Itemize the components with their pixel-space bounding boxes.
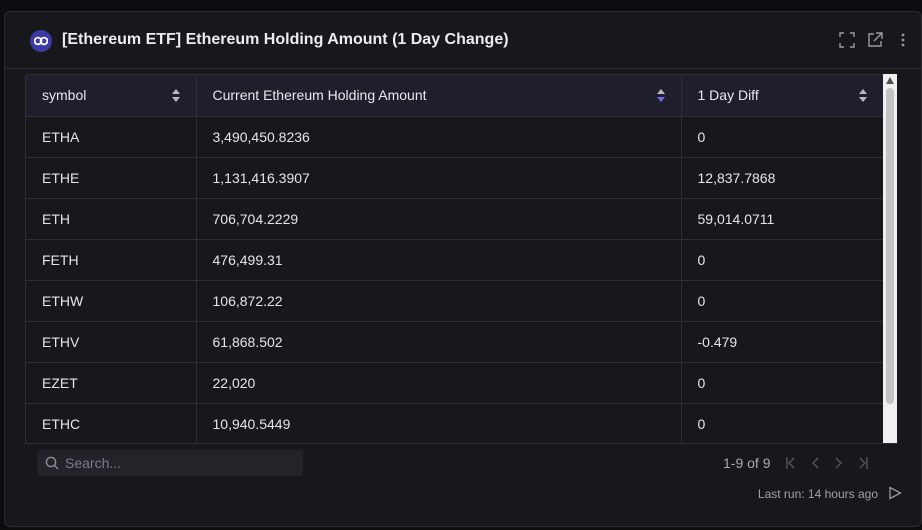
search-input[interactable] bbox=[65, 455, 285, 471]
cell-holding-amount: 10,940.5449 bbox=[196, 403, 682, 445]
table-header-row: symbol Current Ethereum Holding Amount 1… bbox=[26, 75, 883, 117]
table-row: ETH 706,704.2229 59,014.0711 bbox=[26, 198, 883, 240]
table-row: ETHA 3,490,450.8236 0 bbox=[26, 116, 883, 158]
run-play-icon[interactable] bbox=[888, 486, 902, 500]
cell-day-diff: 59,014.0711 bbox=[681, 198, 883, 240]
last-page-icon[interactable] bbox=[857, 455, 869, 471]
open-external-icon[interactable] bbox=[867, 30, 883, 50]
search-box[interactable] bbox=[37, 450, 303, 476]
table-row: ETHE 1,131,416.3907 12,837.7868 bbox=[26, 157, 883, 199]
panel-title: [Ethereum ETF] Ethereum Holding Amount (… bbox=[62, 31, 509, 48]
column-header-label: symbol bbox=[42, 87, 87, 104]
cell-symbol: ETHE bbox=[26, 157, 197, 199]
app-logo-icon bbox=[30, 30, 52, 52]
cell-day-diff: 0 bbox=[681, 362, 883, 404]
cell-day-diff: 0 bbox=[681, 116, 883, 158]
next-page-icon[interactable] bbox=[833, 455, 845, 471]
table-row: FETH 476,499.31 0 bbox=[26, 239, 883, 281]
first-page-icon[interactable] bbox=[785, 455, 797, 471]
cell-holding-amount: 706,704.2229 bbox=[196, 198, 682, 240]
cell-holding-amount: 3,490,450.8236 bbox=[196, 116, 682, 158]
cell-holding-amount: 22,020 bbox=[196, 362, 682, 404]
cell-symbol: FETH bbox=[26, 239, 197, 281]
column-header-holding-amount[interactable]: Current Ethereum Holding Amount bbox=[196, 75, 682, 117]
scroll-up-icon[interactable] bbox=[886, 77, 894, 84]
scrollbar-thumb[interactable] bbox=[886, 88, 894, 404]
table-row: ETHV 61,868.502 -0.479 bbox=[26, 321, 883, 363]
table-row: ETHC 10,940.5449 0 bbox=[26, 403, 883, 445]
table-row: EZET 22,020 0 bbox=[26, 362, 883, 404]
search-icon bbox=[45, 456, 59, 470]
sort-descending-icon[interactable] bbox=[656, 89, 665, 102]
column-header-label: 1 Day Diff bbox=[697, 87, 759, 104]
panel-header: [Ethereum ETF] Ethereum Holding Amount (… bbox=[5, 12, 921, 69]
data-table: symbol Current Ethereum Holding Amount 1… bbox=[25, 74, 897, 482]
sort-icon[interactable] bbox=[859, 89, 867, 102]
sort-icon[interactable] bbox=[171, 89, 180, 102]
table-footer: 1-9 of 9 bbox=[25, 443, 897, 482]
column-header-1-day-diff[interactable]: 1 Day Diff bbox=[681, 75, 883, 117]
cell-day-diff: 12,837.7868 bbox=[681, 157, 883, 199]
cell-day-diff: -0.479 bbox=[681, 321, 883, 363]
table-row: ETHW 106,872.22 0 bbox=[26, 280, 883, 322]
cell-holding-amount: 106,872.22 bbox=[196, 280, 682, 322]
fullscreen-icon[interactable] bbox=[839, 30, 855, 50]
more-vertical-icon[interactable] bbox=[895, 30, 911, 50]
column-header-label: Current Ethereum Holding Amount bbox=[212, 87, 427, 104]
cell-symbol: ETHC bbox=[26, 403, 197, 445]
cell-symbol: ETHA bbox=[26, 116, 197, 158]
pagination-label: 1-9 of 9 bbox=[723, 455, 771, 471]
cell-holding-amount: 476,499.31 bbox=[196, 239, 682, 281]
last-run-label: Last run: 14 hours ago bbox=[757, 487, 878, 501]
cell-symbol: EZET bbox=[26, 362, 197, 404]
cell-day-diff: 0 bbox=[681, 403, 883, 445]
previous-page-icon[interactable] bbox=[809, 455, 821, 471]
cell-symbol: ETHV bbox=[26, 321, 197, 363]
cell-symbol: ETHW bbox=[26, 280, 197, 322]
vertical-scrollbar[interactable] bbox=[883, 74, 897, 454]
cell-holding-amount: 61,868.502 bbox=[196, 321, 682, 363]
cell-day-diff: 0 bbox=[681, 239, 883, 281]
cell-symbol: ETH bbox=[26, 198, 197, 240]
column-header-symbol[interactable]: symbol bbox=[26, 75, 197, 117]
cell-holding-amount: 1,131,416.3907 bbox=[196, 157, 682, 199]
cell-day-diff: 0 bbox=[681, 280, 883, 322]
